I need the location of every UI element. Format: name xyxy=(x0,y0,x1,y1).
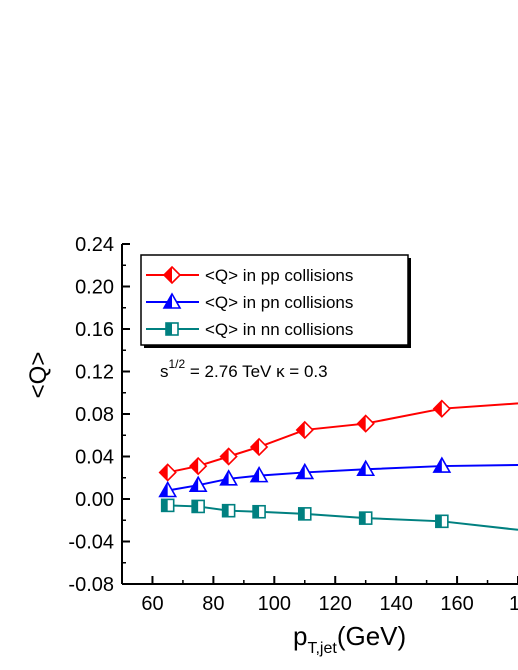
x-axis-title-main: p xyxy=(293,621,307,651)
data-point xyxy=(432,456,452,473)
data-point xyxy=(162,265,182,285)
data-point xyxy=(356,414,375,433)
point-fill xyxy=(435,515,442,528)
data-point xyxy=(221,503,236,518)
x-tick-label: 100 xyxy=(258,593,291,615)
point-fill xyxy=(164,294,172,308)
data-point xyxy=(189,456,208,476)
legend-label: <Q> in pn collisions xyxy=(205,293,353,312)
x-axis-title-sub: T,jet xyxy=(307,640,337,657)
y-tick-label: 0.16 xyxy=(75,319,114,341)
x-axis-title-suffix: (GeV) xyxy=(337,621,406,651)
point-fill xyxy=(164,267,172,283)
point-fill xyxy=(433,400,442,417)
data-point xyxy=(358,511,373,525)
series-group xyxy=(158,399,518,482)
y-tick-label: 0.08 xyxy=(75,404,114,426)
y-tick-label: 0.12 xyxy=(75,362,114,384)
annotation-rest: = 2.76 TeV κ = 0.3 xyxy=(185,362,327,381)
legend: <Q> in pp collisions <Q> in pn collisions… xyxy=(140,254,411,348)
data-point xyxy=(295,420,314,440)
x-axis-title: pT,jet(GeV) xyxy=(293,621,406,657)
annotation-base: s xyxy=(160,362,169,381)
data-point xyxy=(219,447,238,466)
series-group xyxy=(158,456,518,498)
y-tick-label: 0.20 xyxy=(75,277,114,299)
x-tick-label: 80 xyxy=(202,593,224,615)
point-fill xyxy=(166,323,172,335)
point-fill xyxy=(251,438,260,455)
point-fill xyxy=(192,500,199,513)
data-point xyxy=(188,475,208,492)
data-point xyxy=(219,469,238,486)
data-point xyxy=(432,399,451,418)
point-fill xyxy=(159,464,168,481)
point-fill xyxy=(190,458,199,475)
series xyxy=(158,399,518,531)
ticks: -0.08 -0.04 0.00 0.04 0.08 0.12 0.16 0.20 0.24 60… xyxy=(68,234,518,615)
data-point xyxy=(435,514,449,529)
data-point xyxy=(297,507,312,521)
point-fill xyxy=(296,421,305,438)
point-fill xyxy=(359,512,366,525)
point-fill xyxy=(253,505,260,518)
x-tick-label: 140 xyxy=(379,593,412,615)
series-line xyxy=(167,504,518,531)
y-tick-label: 0.04 xyxy=(75,447,114,469)
data-point xyxy=(191,499,205,514)
point-fill xyxy=(433,458,442,473)
data-point xyxy=(158,463,177,482)
x-tick-label: 1 xyxy=(509,593,518,615)
point-fill xyxy=(220,448,229,465)
annotation-text: s1/2 = 2.76 TeV κ = 0.3 xyxy=(160,357,328,381)
data-point xyxy=(249,437,269,457)
x-tick-label: 60 xyxy=(141,593,163,615)
y-axis-title: <Q> xyxy=(25,352,52,399)
data-point xyxy=(165,322,179,336)
data-point xyxy=(158,480,178,498)
legend-label: <Q> in nn collisions xyxy=(205,320,353,339)
point-fill xyxy=(357,461,366,476)
y-tick-label: -0.08 xyxy=(68,574,114,596)
point-fill xyxy=(357,415,366,432)
data-point xyxy=(356,459,376,477)
series-line xyxy=(167,464,518,492)
axis-labels: <Q> pT,jet(GeV) s1/2 = 2.76 TeV κ = 0.3 xyxy=(25,352,406,657)
point-fill xyxy=(161,499,168,512)
data-point xyxy=(160,498,175,513)
point-fill xyxy=(222,504,229,517)
data-point xyxy=(162,292,182,309)
y-tick-label: 0.00 xyxy=(75,489,114,511)
data-point xyxy=(249,466,269,483)
series-line xyxy=(167,402,518,474)
point-fill xyxy=(159,482,168,497)
y-tick-label: 0.24 xyxy=(75,234,114,256)
x-tick-label: 120 xyxy=(319,593,352,615)
point-fill xyxy=(298,507,305,520)
annotation-sup: 1/2 xyxy=(169,357,186,371)
point-fill xyxy=(220,470,229,485)
data-point xyxy=(295,462,315,480)
point-fill xyxy=(251,467,260,482)
data-point xyxy=(252,504,266,519)
point-fill xyxy=(296,464,305,479)
x-tick-label: 160 xyxy=(440,593,473,615)
series-group xyxy=(160,498,518,531)
y-tick-label: -0.04 xyxy=(68,532,114,554)
legend-label: <Q> in pp collisions xyxy=(205,266,353,285)
point-fill xyxy=(190,477,199,492)
